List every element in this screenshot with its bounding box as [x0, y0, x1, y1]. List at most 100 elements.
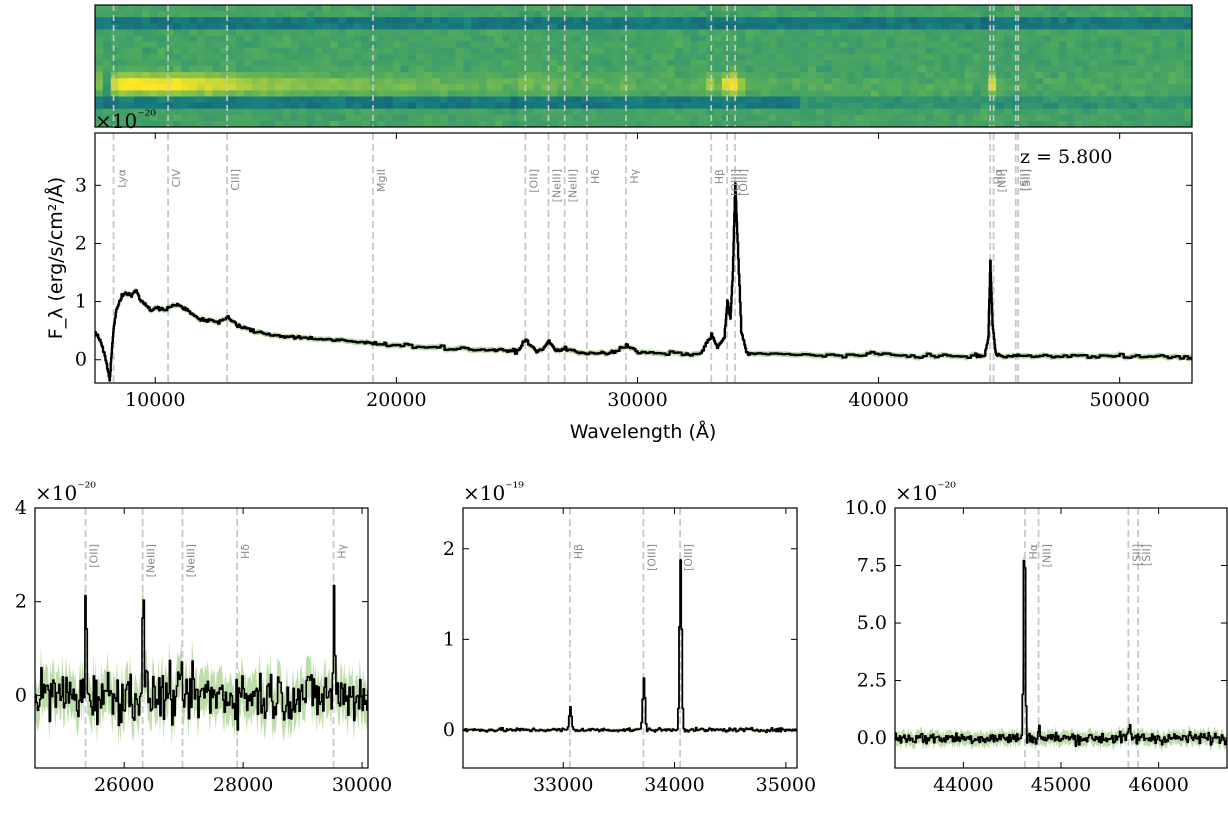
heatmap-cell — [580, 47, 590, 55]
heatmap-cell — [408, 41, 417, 49]
heatmap-cell — [956, 114, 966, 122]
heatmap-cell — [157, 114, 167, 122]
heatmap-cell — [439, 17, 449, 24]
heatmap-cell — [353, 90, 363, 98]
heatmap-cell — [972, 41, 982, 49]
heatmap-cell — [149, 47, 159, 55]
heatmap-cell — [862, 96, 872, 104]
x-tick-label: 44000 — [933, 774, 993, 796]
heatmap-cell — [384, 17, 394, 24]
heatmap-cell — [776, 29, 786, 37]
heatmap-cell — [1160, 35, 1170, 43]
heatmap-cell — [565, 90, 574, 98]
heatmap-cell — [784, 84, 793, 91]
heatmap-cell — [267, 108, 276, 116]
heatmap-cell — [902, 78, 911, 85]
heatmap-cell — [565, 5, 574, 12]
heatmap-cell — [408, 84, 417, 91]
heatmap-cell — [165, 59, 174, 67]
heatmap-cell — [165, 23, 174, 30]
heatmap-cell — [502, 108, 511, 116]
heatmap-cell — [800, 53, 809, 61]
heatmap-cell — [761, 59, 770, 67]
heatmap-cell — [322, 11, 331, 18]
heatmap-cell — [941, 47, 950, 55]
heatmap-cell — [847, 108, 856, 116]
heatmap-cell — [502, 53, 511, 61]
heatmap-cell — [189, 114, 198, 122]
heatmap-cell — [714, 114, 723, 122]
heatmap-cell — [956, 120, 966, 127]
heatmap-cell — [1035, 59, 1044, 67]
heatmap-cell — [1176, 120, 1185, 127]
heatmap-cell — [690, 90, 699, 98]
heatmap-cell — [870, 17, 880, 24]
heatmap-cell — [322, 66, 331, 73]
heatmap-cell — [753, 78, 762, 85]
heatmap-cell — [572, 84, 582, 91]
heatmap-cell — [917, 53, 927, 61]
heatmap-cell — [549, 59, 558, 67]
heatmap-cell — [1137, 120, 1146, 127]
heatmap-cell — [855, 72, 864, 79]
heatmap-cell — [95, 66, 104, 73]
heatmap-cell — [768, 29, 778, 37]
heatmap-cell — [298, 59, 308, 67]
heatmap-cell — [377, 102, 386, 110]
heatmap-cell — [431, 23, 441, 30]
heatmap-cell — [478, 23, 488, 30]
heatmap-cell — [337, 72, 347, 79]
heatmap-cell — [134, 120, 143, 127]
heatmap-cell — [1168, 72, 1177, 79]
heatmap-cell — [909, 41, 919, 49]
heatmap-cell — [275, 17, 284, 24]
heatmap-cell — [1074, 114, 1083, 122]
heatmap-cell — [870, 78, 880, 85]
heatmap-cell — [1058, 59, 1068, 67]
heatmap-cell — [392, 35, 402, 43]
heatmap-cell — [956, 84, 966, 91]
heatmap-cell — [189, 66, 198, 73]
heatmap-cell — [902, 17, 911, 24]
heatmap-cell — [776, 47, 786, 55]
heatmap-cell — [604, 84, 613, 91]
line-label: Hα — [1027, 544, 1040, 560]
heatmap-cell — [909, 96, 919, 104]
heatmap-cell — [627, 120, 637, 127]
heatmap-cell — [463, 108, 472, 116]
heatmap-cell — [455, 35, 464, 43]
heatmap-cell — [878, 23, 888, 30]
heatmap-cell — [988, 35, 997, 43]
heatmap-cell — [988, 120, 997, 127]
heatmap-cell — [706, 11, 715, 18]
heatmap-cell — [1058, 47, 1068, 55]
heatmap-cell — [612, 47, 621, 55]
heatmap-cell — [674, 35, 684, 43]
heatmap-cell — [1121, 41, 1130, 49]
heatmap-cell — [1074, 78, 1083, 85]
heatmap-cell — [886, 72, 895, 79]
heatmap-cell — [1176, 72, 1185, 79]
heatmap-cell — [1144, 84, 1154, 91]
heatmap-cell — [463, 90, 472, 98]
heatmap-cell — [494, 78, 504, 85]
heatmap-cell — [118, 5, 127, 12]
heatmap-cell — [149, 35, 159, 43]
heatmap-cell — [1144, 102, 1154, 110]
heatmap-cell — [353, 120, 363, 127]
heatmap-cell — [157, 108, 167, 116]
y-tick-label: 7.5 — [857, 555, 887, 577]
heatmap-cell — [690, 59, 699, 67]
heatmap-cell — [502, 23, 511, 30]
heatmap-cell — [1027, 66, 1036, 73]
heatmap-cell — [494, 5, 504, 12]
heatmap-cell — [604, 11, 613, 18]
heatmap-cell — [424, 17, 433, 24]
heatmap-cell — [1074, 5, 1083, 12]
heatmap-cell — [714, 23, 723, 30]
heatmap-cell — [251, 53, 261, 61]
heatmap-cell — [549, 90, 558, 98]
heatmap-cell — [439, 108, 449, 116]
heatmap-cell — [251, 90, 261, 98]
